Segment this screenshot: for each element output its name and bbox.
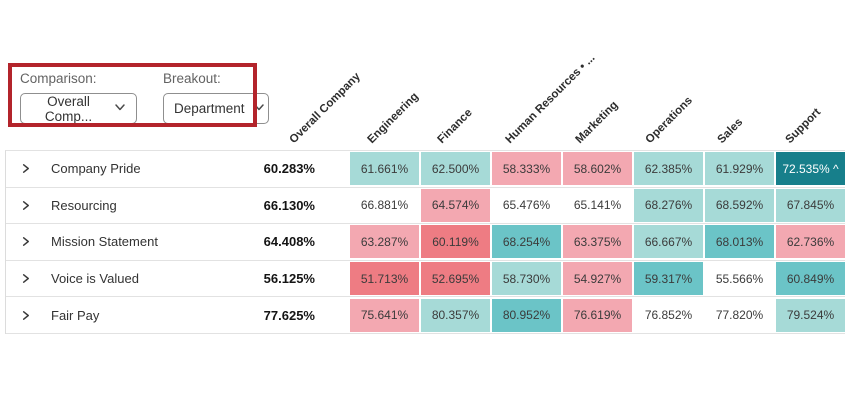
expand-chevron-icon[interactable] bbox=[6, 163, 31, 174]
table-row[interactable]: Company Pride 60.283% 61.661% 62.500% 58… bbox=[6, 151, 845, 188]
overall-value: 64.408% bbox=[263, 234, 315, 250]
row-label: Mission Statement bbox=[51, 234, 158, 250]
heatmap-cell[interactable]: 65.141% bbox=[563, 188, 632, 222]
expand-chevron-icon[interactable] bbox=[6, 200, 31, 211]
heatmap-cell[interactable]: 80.952% bbox=[492, 298, 561, 332]
overall-value: 56.125% bbox=[263, 271, 315, 287]
filter-controls: Comparison: Overall Comp... Breakout: De… bbox=[20, 71, 269, 124]
heatmap-cell[interactable]: 64.574% bbox=[421, 188, 490, 222]
expand-chevron-icon[interactable] bbox=[6, 310, 31, 321]
comparison-control: Comparison: Overall Comp... bbox=[20, 71, 137, 124]
heatmap-cell[interactable]: 66.667% bbox=[634, 225, 703, 259]
heatmap-cell[interactable]: 77.820% bbox=[705, 298, 774, 332]
heatmap-cell[interactable]: 55.566% bbox=[705, 262, 774, 296]
heatmap-cell[interactable]: 61.929% bbox=[705, 152, 774, 186]
table-row[interactable]: Voice is Valued 56.125% 51.713% 52.695% … bbox=[6, 260, 845, 298]
comparison-label: Comparison: bbox=[20, 71, 97, 86]
heatmap-cell[interactable]: 51.713% bbox=[350, 262, 419, 296]
heatmap-cell[interactable]: 75.641% bbox=[350, 298, 419, 332]
heatmap-cell[interactable]: 76.619% bbox=[563, 298, 632, 332]
row-label: Voice is Valued bbox=[51, 271, 139, 287]
expand-chevron-icon[interactable] bbox=[6, 236, 31, 247]
row-label: Company Pride bbox=[51, 161, 141, 177]
comparison-dropdown[interactable]: Overall Comp... bbox=[20, 93, 137, 124]
breakout-label: Breakout: bbox=[163, 71, 221, 86]
table-row[interactable]: Resourcing 66.130% 66.881% 64.574% 65.47… bbox=[6, 187, 845, 225]
row-cells: 61.661% 62.500% 58.333% 58.602% 62.385% … bbox=[350, 152, 845, 186]
row-cells: 51.713% 52.695% 58.730% 54.927% 59.317% … bbox=[350, 262, 845, 296]
heatmap-cell[interactable]: 58.333% bbox=[492, 152, 561, 186]
heatmap-cell[interactable]: 80.357% bbox=[421, 298, 490, 332]
overall-value: 66.130% bbox=[263, 197, 315, 213]
heatmap-cell[interactable]: 67.845% bbox=[776, 188, 845, 222]
heatmap-cell[interactable]: 68.592% bbox=[705, 188, 774, 222]
column-header-operations: Operations bbox=[643, 94, 695, 146]
heatmap-cell[interactable]: 52.695% bbox=[421, 262, 490, 296]
overall-value: 77.625% bbox=[263, 307, 315, 323]
heatmap-table: Company Pride 60.283% 61.661% 62.500% 58… bbox=[5, 150, 845, 334]
expand-chevron-icon[interactable] bbox=[6, 273, 31, 284]
table-row[interactable]: Fair Pay 77.625% 75.641% 80.357% 80.952%… bbox=[6, 297, 845, 334]
column-header-support: Support bbox=[783, 106, 824, 146]
heatmap-cell[interactable]: 68.254% bbox=[492, 225, 561, 259]
column-header-overall-company: Overall Company bbox=[287, 70, 363, 146]
table-row[interactable]: Mission Statement 64.408% 63.287% 60.119… bbox=[6, 224, 845, 261]
column-header-human-resources: Human Resources • ... bbox=[503, 51, 598, 146]
overall-value: 60.283% bbox=[263, 161, 315, 177]
column-header-engineering: Engineering bbox=[365, 90, 421, 146]
heatmap-cell[interactable]: 58.602% bbox=[563, 152, 632, 186]
comparison-dropdown-value: Overall Comp... bbox=[44, 93, 93, 124]
heatmap-cell[interactable]: 62.500% bbox=[421, 152, 490, 186]
column-header-finance: Finance bbox=[435, 106, 475, 146]
heatmap-cell[interactable]: 72.535% ^ bbox=[776, 152, 845, 186]
heatmap-cell[interactable]: 62.736% bbox=[776, 225, 845, 259]
heatmap-cell[interactable]: 65.476% bbox=[492, 188, 561, 222]
heatmap-cell[interactable]: 60.849% bbox=[776, 262, 845, 296]
heatmap-cell[interactable]: 58.730% bbox=[492, 262, 561, 296]
heatmap-cell[interactable]: 62.385% bbox=[634, 152, 703, 186]
heatmap-cell[interactable]: 68.276% bbox=[634, 188, 703, 222]
column-header-sales: Sales bbox=[715, 116, 746, 146]
heatmap-cell[interactable]: 59.317% bbox=[634, 262, 703, 296]
heatmap-cell[interactable]: 63.375% bbox=[563, 225, 632, 259]
chevron-down-icon bbox=[114, 101, 126, 116]
heatmap-cell[interactable]: 61.661% bbox=[350, 152, 419, 186]
heatmap-cell[interactable]: 66.881% bbox=[350, 188, 419, 222]
heatmap-cell[interactable]: 79.524% bbox=[776, 298, 845, 332]
row-cells: 63.287% 60.119% 68.254% 63.375% 66.667% … bbox=[350, 225, 845, 259]
heatmap-cell[interactable]: 54.927% bbox=[563, 262, 632, 296]
chevron-down-icon bbox=[253, 101, 265, 116]
heatmap-cell[interactable]: 60.119% bbox=[421, 225, 490, 259]
heatmap-cell[interactable]: 63.287% bbox=[350, 225, 419, 259]
breakout-dropdown-value: Department bbox=[174, 101, 245, 116]
heatmap-cell[interactable]: 76.852% bbox=[634, 298, 703, 332]
breakout-control: Breakout: Department bbox=[163, 71, 269, 124]
row-cells: 66.881% 64.574% 65.476% 65.141% 68.276% … bbox=[350, 188, 845, 222]
row-label: Fair Pay bbox=[51, 307, 100, 323]
row-label: Resourcing bbox=[51, 197, 117, 213]
heatmap-cell[interactable]: 68.013% bbox=[705, 225, 774, 259]
breakout-dropdown[interactable]: Department bbox=[163, 93, 269, 124]
column-header-marketing: Marketing bbox=[573, 99, 621, 146]
row-cells: 75.641% 80.357% 80.952% 76.619% 76.852% … bbox=[350, 298, 845, 332]
